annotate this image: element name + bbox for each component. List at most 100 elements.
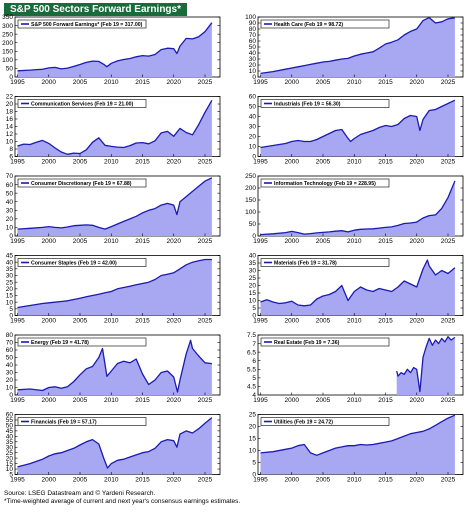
legend: Consumer Staples (Feb 19 = 42.00) [17,258,147,267]
y-tick-label: 40 [6,199,14,206]
y-tick-label: 10 [6,385,14,392]
x-tick-label: 2005 [316,238,331,245]
y-tick-label: 40 [6,362,14,369]
x-tick-label: 2005 [73,397,88,404]
x-tick-label: 2015 [378,477,393,484]
series-line [396,336,456,393]
x-tick-label: 1995 [253,79,268,86]
y-tick-label: 20 [6,101,14,108]
x-tick-label: 2005 [316,397,331,404]
y-tick-label: 40 [6,434,14,441]
series-line [17,339,212,393]
y-tick-label: 15 [6,461,14,468]
series-line [17,177,213,230]
x-tick-label: 2005 [73,318,88,325]
x-tick-label: 2020 [410,79,425,86]
x-tick-label: 2025 [441,397,456,404]
x-tick-label: 2000 [42,159,57,166]
y-tick-label: 22 [6,94,14,101]
y-tick-label: 70 [6,173,14,180]
y-tick-label: 100 [245,14,256,21]
x-tick-label: 2005 [316,79,331,86]
x-tick-label: 2015 [378,238,393,245]
x-tick-label: 2010 [347,318,362,325]
y-tick-label: 70 [249,32,257,39]
x-tick-label: 2025 [441,318,456,325]
y-tick-label: 6 [252,358,256,365]
y-tick-label: 200 [2,40,13,47]
y-tick-label: 80 [6,332,14,339]
x-tick-label: 1995 [253,397,268,404]
legend-label: Information Technology (Feb 19 = 228.95) [274,181,376,187]
x-tick-label: 2020 [410,397,425,404]
y-tick-label: 0 [252,74,256,81]
y-tick-label: 5 [252,375,256,382]
x-tick-label: 2015 [378,79,393,86]
x-tick-label: 1995 [253,318,268,325]
legend-label: Energy (Feb 19 = 41.78) [31,340,89,346]
x-tick-label: 2010 [104,79,119,86]
legend: Real Estate (Feb 19 = 7.36) [260,337,390,347]
y-tick-label: 15 [6,293,14,300]
y-tick-label: 20 [6,216,14,223]
legend-label: Materials (Feb 19 = 31.78) [274,261,337,267]
y-tick-label: 20 [249,62,257,69]
series-line [17,99,213,155]
x-tick-label: 2005 [316,477,331,484]
y-tick-label: 25 [249,275,257,282]
legend-label: Utilities (Feb 19 = 24.72) [274,420,333,426]
x-tick-label: 1995 [10,79,25,86]
x-tick-label: 2020 [167,318,182,325]
x-tick-label: 1995 [253,238,268,245]
y-tick-label: 20 [6,377,14,384]
y-tick-label: 200 [245,185,256,192]
chart-panel-10: 44.5 5 5.56 6.57 7.5 1995 2000 2005 2010 2015 2020… [247,332,464,404]
legend-box [260,178,390,188]
x-tick-label: 2015 [135,318,150,325]
legend-box [260,19,390,29]
y-tick-label: 80 [249,26,257,33]
legend-box [17,258,147,267]
x-tick-label: 2000 [42,397,57,404]
legend: Utilities (Feb 19 = 24.72) [260,417,390,426]
y-tick-label: 350 [2,14,13,21]
y-tick-label: 60 [6,182,14,189]
y-tick-label: 0 [9,392,13,399]
y-tick-label: 15 [249,290,257,297]
x-tick-label: 2000 [285,397,300,404]
y-tick-label: 10 [249,68,257,75]
y-tick-label: 10 [249,298,257,305]
y-tick-label: 50 [249,104,257,111]
y-tick-label: 150 [2,48,13,55]
x-tick-label: 1995 [10,238,25,245]
legend-box [260,417,390,426]
y-tick-label: 50 [6,66,14,73]
series-area [260,17,455,78]
y-tick-label: 60 [6,412,14,419]
legend: Information Technology (Feb 19 = 228.95) [260,178,390,188]
y-tick-label: 30 [6,444,14,451]
x-tick-label: 2015 [135,238,150,245]
y-tick-label: 35 [6,266,14,273]
y-tick-label: 60 [249,38,257,45]
x-tick-label: 2020 [167,477,182,484]
y-tick-label: 10 [249,448,257,455]
x-tick-label: 2005 [73,238,88,245]
legend: Communication Services (Feb 19 = 21.00) [17,99,147,108]
y-tick-label: 10 [6,466,14,473]
x-tick-label: 2010 [347,397,362,404]
y-tick-label: 50 [6,423,14,430]
legend-label: Real Estate (Feb 19 = 7.36) [274,340,340,346]
y-tick-label: 90 [249,20,257,27]
x-tick-label: 2020 [167,397,182,404]
x-tick-label: 2010 [104,397,119,404]
y-tick-label: 70 [6,340,14,347]
y-tick-label: 20 [6,455,14,462]
legend-box [260,337,390,347]
legend-label: Consumer Discretionary (Feb 19 = 67.88) [31,181,132,187]
x-tick-label: 2010 [347,238,362,245]
x-tick-label: 1995 [253,159,268,166]
